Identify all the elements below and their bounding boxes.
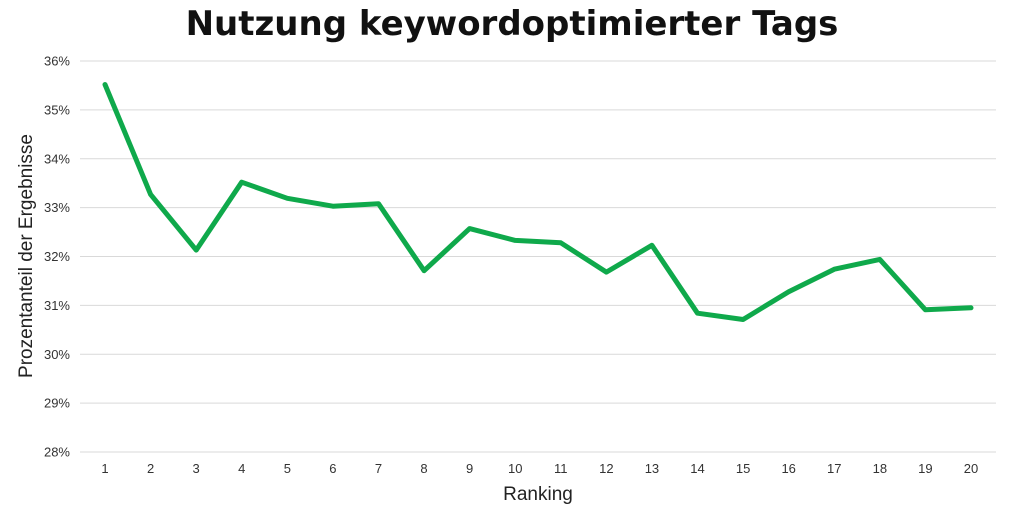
y-tick-label: 31% [44, 298, 70, 313]
x-tick-label: 13 [645, 461, 659, 476]
x-tick-label: 5 [284, 461, 291, 476]
x-tick-label: 10 [508, 461, 522, 476]
y-tick-label: 36% [44, 54, 70, 69]
x-tick-label: 9 [466, 461, 473, 476]
x-tick-label: 12 [599, 461, 613, 476]
y-tick-label: 29% [44, 396, 70, 411]
y-tick-label: 33% [44, 200, 70, 215]
y-tick-label: 30% [44, 347, 70, 362]
y-tick-label: 32% [44, 249, 70, 264]
series-lines [102, 82, 974, 322]
x-axis-label: Ranking [503, 484, 573, 505]
x-tick-label: 6 [329, 461, 336, 476]
grid-lines [80, 60, 996, 453]
x-tick-label: 11 [554, 461, 568, 476]
x-tick-label: 1 [101, 461, 108, 476]
x-tick-label: 20 [964, 461, 978, 476]
x-tick-label: 19 [918, 461, 932, 476]
x-tick-label: 15 [736, 461, 750, 476]
x-tick-label: 16 [781, 461, 795, 476]
x-tick-label: 4 [238, 461, 245, 476]
series-line-0 [102, 82, 974, 322]
x-tick-label: 14 [690, 461, 704, 476]
y-tick-label: 28% [44, 445, 70, 460]
x-tick-label: 18 [873, 461, 887, 476]
x-tick-label: 17 [827, 461, 841, 476]
x-tick-label: 2 [147, 461, 154, 476]
chart-title: Nutzung keywordoptimierter Tags [185, 4, 839, 44]
y-axis-label: Prozentanteil der Ergebnisse [16, 134, 37, 378]
x-tick-labels: 1 2 3 4 5 6 7 8 9 10 11 12 13 14 15 16 17 18 19 20 [101, 461, 978, 476]
y-tick-label: 35% [44, 102, 70, 117]
x-tick-label: 3 [193, 461, 200, 476]
x-tick-label: 8 [420, 461, 427, 476]
x-tick-label: 7 [375, 461, 382, 476]
y-tick-label: 34% [44, 151, 70, 166]
y-tick-labels: 28% 29% 30% 31% 32% 33% 34% 35% 36% [44, 54, 70, 460]
